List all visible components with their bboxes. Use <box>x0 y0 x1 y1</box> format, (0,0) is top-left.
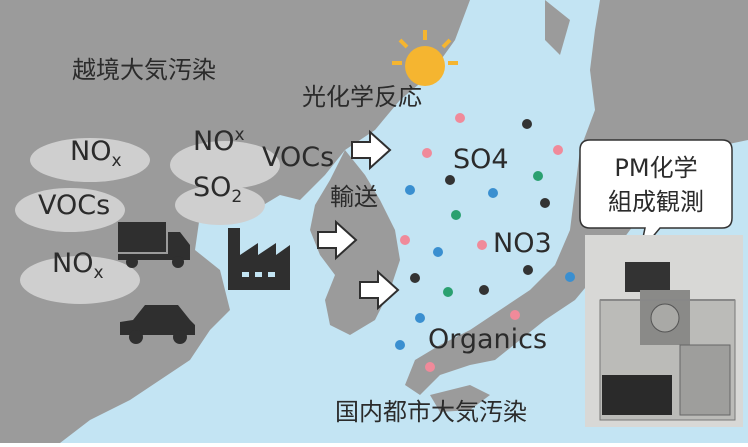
source-base: NO <box>193 126 234 157</box>
source-label: NOx <box>70 136 122 171</box>
factory-icon <box>228 228 290 290</box>
bubble-line: PM化学 <box>614 154 697 182</box>
truck-icon <box>118 222 190 268</box>
transport-label: 輸送 <box>330 183 378 211</box>
clouds <box>15 138 280 304</box>
sun <box>392 30 458 86</box>
island <box>430 385 490 412</box>
source-sub: x <box>93 263 103 283</box>
photochemistry-label: 光化学反応 <box>302 83 422 111</box>
source-label: VOCs <box>38 190 110 221</box>
source-sub: 2 <box>231 187 242 207</box>
car-icon <box>120 305 195 344</box>
source-label: NOx <box>52 248 104 283</box>
japan <box>405 0 748 395</box>
bubble-line: 組成観測 <box>608 188 704 216</box>
instrument-photo <box>585 235 743 427</box>
source-base: NO <box>52 248 93 279</box>
source-base: SO <box>193 172 231 203</box>
domestic-label: 国内都市大気汚染 <box>335 398 527 426</box>
species-label: Organics <box>428 324 547 355</box>
arrows <box>317 129 400 311</box>
species-label: NO3 <box>493 228 552 259</box>
source-label: NOx <box>193 125 245 157</box>
source-label: SO2 <box>193 172 242 207</box>
species-label: SO4 <box>453 144 509 175</box>
mainland <box>0 0 470 443</box>
source-base: NO <box>70 136 111 167</box>
particles <box>395 113 575 372</box>
source-sub: x <box>111 151 121 171</box>
island <box>545 0 570 55</box>
cross-border-label: 越境大気汚染 <box>72 56 216 84</box>
source-label: VOCs <box>262 142 334 173</box>
source-sub: x <box>234 125 244 145</box>
